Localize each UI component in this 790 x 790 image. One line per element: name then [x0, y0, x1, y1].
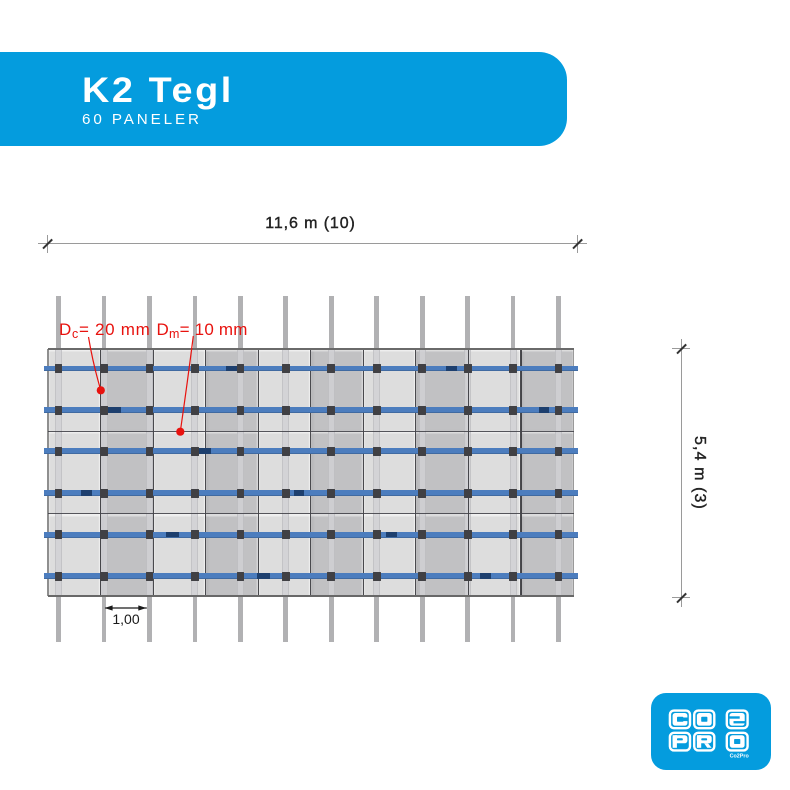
svg-text:Co2Pro: Co2Pro: [730, 754, 750, 760]
